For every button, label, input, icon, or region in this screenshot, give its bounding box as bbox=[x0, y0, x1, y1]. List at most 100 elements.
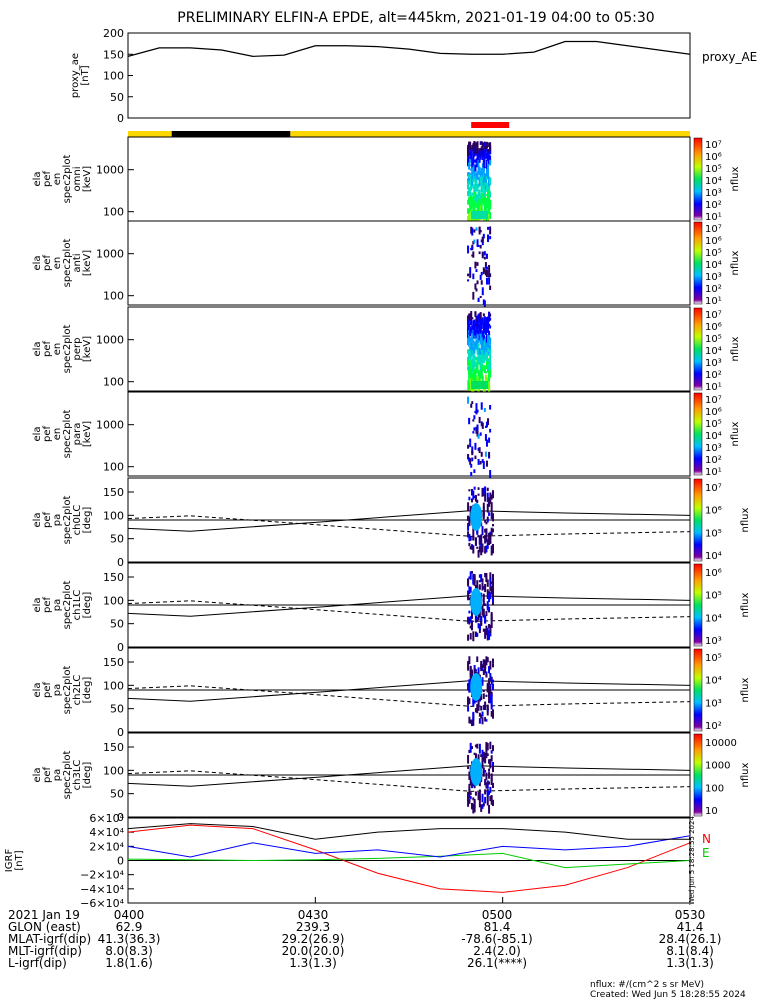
spectrogram-cell bbox=[480, 421, 483, 427]
footer-row-label: GLON (east) bbox=[8, 920, 81, 934]
pa-cell bbox=[484, 572, 487, 578]
spectrogram-cell bbox=[482, 353, 485, 356]
spectrogram-cell bbox=[475, 368, 478, 374]
spectrogram-cell bbox=[482, 365, 485, 369]
pa-cell bbox=[490, 621, 493, 629]
spectrogram-cell bbox=[472, 178, 475, 183]
pa-cell bbox=[476, 617, 479, 621]
pa-cell bbox=[481, 583, 484, 591]
pa-cell bbox=[488, 623, 491, 629]
spectrogram-cell bbox=[477, 329, 480, 335]
spectrogram-cell bbox=[469, 152, 472, 161]
anti-loss-cone-line bbox=[127, 770, 691, 792]
pa-cell bbox=[490, 773, 493, 777]
spectrogram-cell bbox=[488, 199, 491, 205]
ylabel-line: [keV] bbox=[82, 336, 93, 362]
spectrogram-cell bbox=[471, 325, 474, 333]
spectrogram-cell bbox=[477, 183, 480, 189]
pa-cell bbox=[467, 799, 470, 807]
footer-cell: 0400 bbox=[114, 908, 145, 922]
spectrogram-cell bbox=[489, 344, 492, 352]
spectrogram-cell bbox=[474, 410, 477, 414]
pa-cell bbox=[489, 786, 492, 793]
pa_ch2-ylabel: ela pef pa spec2plot ch2LC [deg] bbox=[32, 666, 93, 715]
spectrogram-cell bbox=[476, 338, 479, 347]
spectrogram-cell bbox=[469, 318, 472, 321]
spectrogram-cell bbox=[482, 233, 485, 239]
pa-cell bbox=[478, 580, 481, 583]
pa-cell bbox=[484, 770, 487, 773]
pa-cell bbox=[471, 780, 474, 789]
spectrogram-cell bbox=[484, 270, 487, 276]
pa-cell bbox=[481, 578, 484, 583]
spectrogram-cell bbox=[470, 164, 473, 167]
spectrogram-cell bbox=[479, 336, 482, 345]
ylabel-line: spec2plot bbox=[62, 325, 73, 374]
spectrogram-cell bbox=[488, 333, 491, 340]
spectrogram-cell bbox=[483, 151, 486, 160]
pa-cell bbox=[484, 659, 487, 662]
spectrogram-cell bbox=[483, 188, 486, 198]
spectrogram-cell bbox=[476, 320, 479, 328]
colorbar-title: nflux bbox=[730, 421, 741, 446]
pa-cell bbox=[488, 512, 491, 516]
spectrogram-cell bbox=[483, 142, 486, 147]
spectrogram-cell bbox=[482, 348, 485, 357]
pa-cell bbox=[485, 528, 488, 535]
spectrogram-cell bbox=[481, 332, 484, 339]
pa-cell bbox=[486, 798, 489, 806]
pa-cell bbox=[489, 577, 492, 587]
spectrogram-cell bbox=[474, 145, 477, 150]
ylabel-line: pef bbox=[42, 767, 53, 784]
colorbar-label: 10² bbox=[705, 284, 722, 295]
spectrogram-cell bbox=[481, 171, 484, 181]
pa-cell bbox=[481, 804, 484, 809]
spectrogram-cell bbox=[480, 192, 483, 202]
spectrogram-cell bbox=[468, 174, 471, 178]
spectrogram-cell bbox=[481, 336, 484, 340]
spectrogram-cell bbox=[472, 350, 475, 358]
spectrogram-cell bbox=[483, 330, 486, 334]
ylabel-line: en bbox=[52, 173, 63, 186]
colorbar-label: 10⁶ bbox=[705, 322, 722, 333]
spectrogram-cell bbox=[472, 150, 475, 156]
spectrogram-cell bbox=[471, 401, 474, 405]
spectrogram-cell bbox=[481, 176, 484, 187]
footer-cell: 0530 bbox=[675, 908, 706, 922]
colorbar-label: 10⁷ bbox=[705, 224, 722, 235]
spectrogram-cell bbox=[479, 432, 482, 436]
colorbar-label: 10⁵ bbox=[705, 528, 722, 539]
ytick-label: 150 bbox=[103, 571, 124, 584]
spectrogram-cell bbox=[484, 264, 487, 269]
spectrogram-cell bbox=[484, 355, 487, 360]
ytick-label: 50 bbox=[110, 91, 124, 104]
ylabel-line: spec2plot bbox=[62, 751, 73, 800]
spectrogram-cell bbox=[481, 142, 484, 151]
spectrogram-cell bbox=[475, 407, 478, 415]
spectrogram-cell bbox=[472, 153, 475, 163]
pa-cell bbox=[484, 603, 487, 606]
loss-cone-line bbox=[127, 595, 691, 617]
pa-cell bbox=[476, 632, 479, 637]
pa-cell bbox=[468, 610, 471, 614]
spectrogram-cell bbox=[478, 167, 481, 176]
pa-cell bbox=[471, 498, 474, 503]
spectrogram-cell bbox=[487, 323, 490, 333]
pa-cell bbox=[486, 539, 489, 549]
pa-cell bbox=[488, 790, 491, 795]
pa-cell bbox=[489, 741, 492, 750]
pa_ch3-panel: 150 100 50 0 ela pef pa spec2plot ch3LC [deg] 1000… bbox=[32, 732, 751, 824]
colorbar-label: 10⁶ bbox=[705, 568, 722, 579]
spectrogram-cell bbox=[468, 197, 471, 205]
ylabel-line: ch0LC bbox=[72, 505, 83, 536]
spectrogram-cell bbox=[477, 337, 480, 340]
colorbar bbox=[693, 221, 703, 305]
spectrogram-cell bbox=[474, 175, 477, 183]
spectrogram-cell bbox=[481, 236, 484, 243]
pa-cell bbox=[471, 719, 474, 727]
spectrogram-cell bbox=[485, 149, 488, 152]
spectrogram-cell bbox=[482, 143, 485, 147]
spectrogram-cell bbox=[472, 361, 475, 372]
spectrogram-cell bbox=[480, 271, 483, 276]
ylabel-line: ela bbox=[32, 426, 43, 441]
